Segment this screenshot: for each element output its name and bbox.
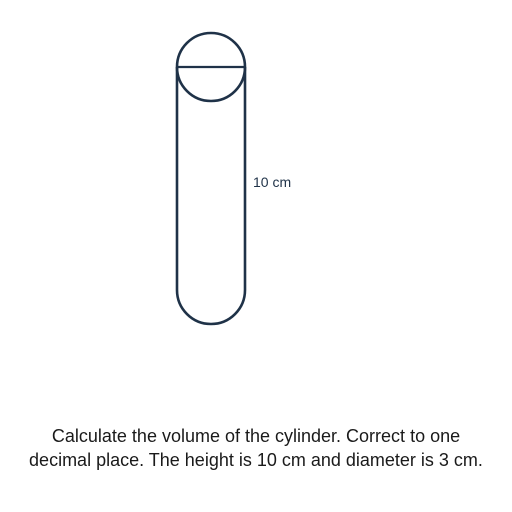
question-line-2: decimal place. The height is 10 cm and d… bbox=[29, 450, 483, 470]
question-text: Calculate the volume of the cylinder. Co… bbox=[0, 424, 512, 472]
question-line-1: Calculate the volume of the cylinder. Co… bbox=[51, 426, 461, 446]
cylinder-bottom-curve bbox=[175, 289, 247, 326]
height-label: 10 cm bbox=[253, 174, 291, 190]
